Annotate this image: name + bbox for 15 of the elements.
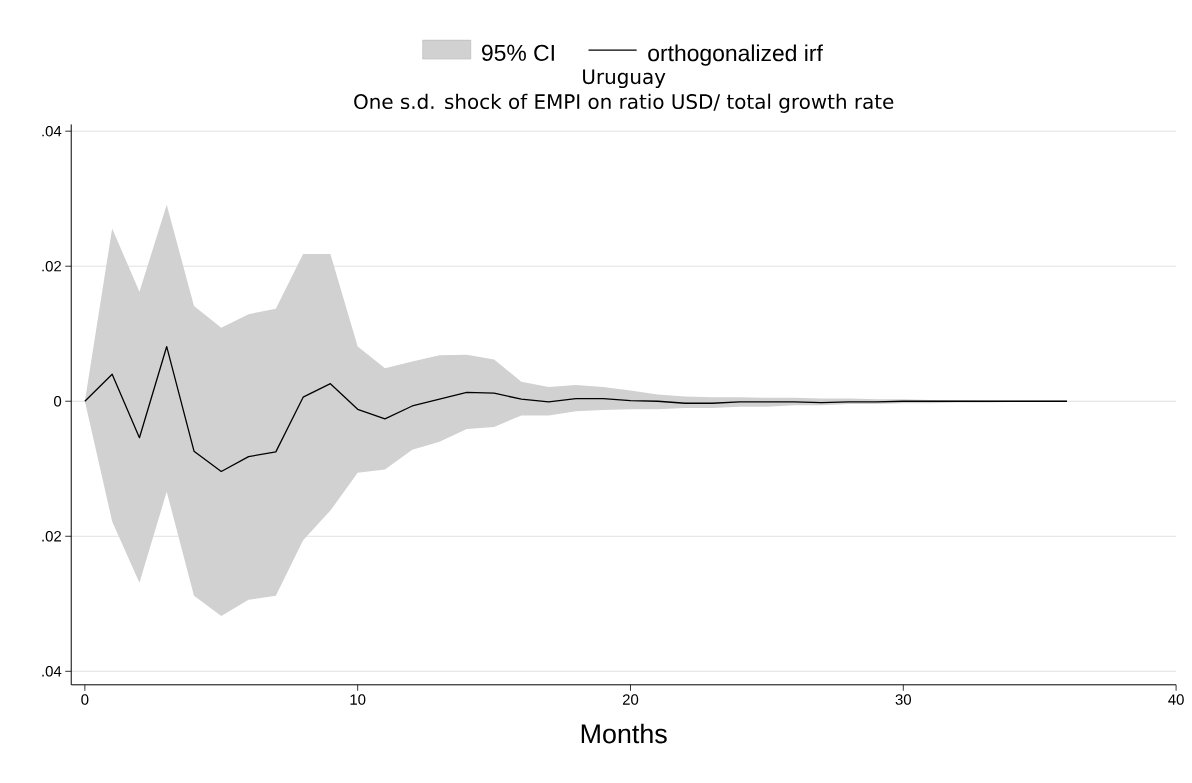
y-tick-label: .02	[42, 260, 61, 272]
x-tick-label: 40	[1168, 694, 1184, 705]
y-tick-label: .04	[42, 125, 62, 137]
y-tick-label: .02	[42, 530, 61, 542]
x-tick-label: 30	[895, 694, 911, 705]
chart-subtitle: One s.d. shock of EMPI on ratio USD/ total growth rate	[354, 93, 894, 113]
chart-title: Uruguay	[583, 69, 666, 88]
x-axis-title: Months	[581, 723, 667, 744]
y-tick-label: 0	[54, 395, 62, 407]
x-tick-label: 20	[622, 694, 639, 705]
x-tick-label: 10	[350, 694, 366, 705]
x-tick-label: 0	[81, 694, 89, 705]
legend-label: orthogonalized irf	[648, 44, 823, 66]
y-tick-label: .04	[42, 665, 62, 677]
text: 95% CI	[482, 44, 554, 61]
